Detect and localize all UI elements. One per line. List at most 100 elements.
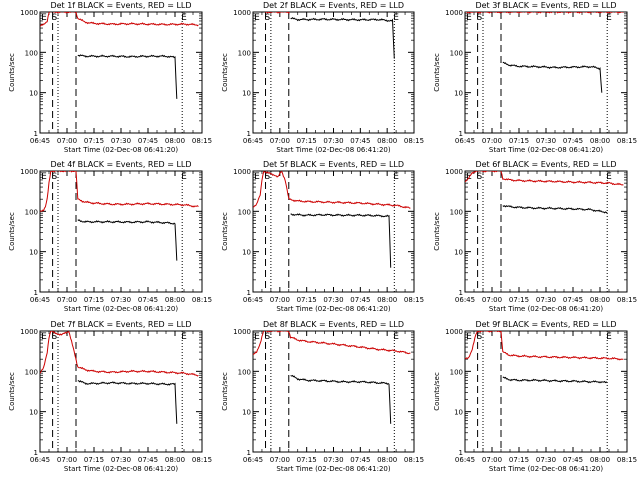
panel-det-9: Det 9f BLACK = Events, RED = LLD 1 10 100 10… xyxy=(433,320,637,473)
y-tick-label: 100 xyxy=(25,208,38,216)
y-tick-label: 10 xyxy=(454,249,463,257)
y-tick-label: 10 xyxy=(454,90,463,98)
x-tick-label: 08:00 xyxy=(165,137,185,145)
x-tick-label: 07:15 xyxy=(509,137,529,145)
x-tick-label: 07:45 xyxy=(350,137,370,145)
event-marker-label: E xyxy=(254,13,260,23)
x-tick-label: 08:15 xyxy=(617,296,637,304)
y-tick-label: 1 xyxy=(247,130,251,138)
x-tick-label: 07:15 xyxy=(297,296,317,304)
x-tick-label: 07:30 xyxy=(323,137,343,145)
y-tick-label: 1000 xyxy=(445,9,463,17)
y-tick-label: 100 xyxy=(450,208,463,216)
plot-frame xyxy=(464,170,628,293)
events-series-line xyxy=(290,16,395,59)
x-axis-label: Start Time (02-Dec-08 06:41:20) xyxy=(64,146,178,154)
y-tick-label: 1000 xyxy=(445,328,463,336)
x-tick-label: 08:15 xyxy=(192,137,212,145)
x-tick-label: 07:15 xyxy=(509,456,529,464)
event-marker-label: E xyxy=(393,332,399,342)
panel-det-8: Det 8f BLACK = Events, RED = LLD 1 10 100 10… xyxy=(221,320,424,473)
y-tick-label: 1 xyxy=(459,130,463,138)
events-series-line xyxy=(77,54,178,99)
plot-frame xyxy=(39,330,203,453)
y-tick-label: 1000 xyxy=(20,328,38,336)
x-tick-label: 08:15 xyxy=(617,137,637,145)
event-marker-label: E xyxy=(606,332,612,342)
x-tick-label: 07:30 xyxy=(111,137,131,145)
x-tick-label: 07:15 xyxy=(84,296,104,304)
y-tick-label: 1000 xyxy=(233,9,251,17)
events-series-line xyxy=(502,376,608,384)
x-tick-label: 07:30 xyxy=(536,296,556,304)
plot-frame xyxy=(252,11,415,134)
panel-det-1: Det 1f BLACK = Events, RED = LLD 1 10 100 10… xyxy=(8,1,212,154)
x-axis-label: Start Time (02-Dec-08 06:41:20) xyxy=(489,305,603,313)
panel-title: Det 1f BLACK = Events, RED = LLD xyxy=(50,1,191,10)
x-tick-label: 07:45 xyxy=(563,296,583,304)
x-tick-label: 07:00 xyxy=(57,456,77,464)
x-tick-label: 07:15 xyxy=(509,296,529,304)
x-tick-label: 06:45 xyxy=(455,137,475,145)
lld-series-line xyxy=(40,12,199,27)
y-tick-label: 100 xyxy=(450,368,463,376)
y-tick-label: 1 xyxy=(34,289,38,297)
lld-series-line xyxy=(40,171,199,212)
x-tick-label: 08:15 xyxy=(404,137,424,145)
x-tick-label: 08:15 xyxy=(617,456,637,464)
x-axis-label: Start Time (02-Dec-08 06:41:20) xyxy=(276,146,390,154)
y-tick-label: 100 xyxy=(238,368,251,376)
y-tick-label: 1 xyxy=(34,449,38,457)
x-tick-label: 07:45 xyxy=(138,456,158,464)
y-axis-label: Counts/sec xyxy=(433,53,441,92)
x-axis-label: Start Time (02-Dec-08 06:41:20) xyxy=(64,465,178,473)
x-tick-label: 08:00 xyxy=(590,456,610,464)
x-tick-label: 08:15 xyxy=(404,456,424,464)
lld-series-line xyxy=(465,12,624,14)
y-axis-label: Counts/sec xyxy=(433,372,441,411)
panel-title: Det 8f BLACK = Events, RED = LLD xyxy=(263,320,404,329)
event-marker-label: E xyxy=(181,13,187,23)
x-tick-label: 07:45 xyxy=(350,296,370,304)
y-tick-label: 1000 xyxy=(445,168,463,176)
x-tick-label: 07:00 xyxy=(482,296,502,304)
panel-title: Det 5f BLACK = Events, RED = LLD xyxy=(263,160,404,169)
x-tick-label: 06:45 xyxy=(243,296,263,304)
plot-frame xyxy=(464,330,628,453)
panel-det-7: Det 7f BLACK = Events, RED = LLD 1 10 100 10… xyxy=(8,320,212,473)
x-tick-label: 06:45 xyxy=(455,296,475,304)
y-tick-label: 10 xyxy=(242,409,251,417)
x-tick-label: 08:00 xyxy=(165,456,185,464)
y-axis-label: Counts/sec xyxy=(8,53,16,92)
y-tick-label: 10 xyxy=(29,90,38,98)
y-axis-label: Counts/sec xyxy=(433,212,441,251)
x-tick-label: 07:30 xyxy=(536,137,556,145)
x-tick-label: 07:15 xyxy=(297,137,317,145)
x-tick-label: 07:45 xyxy=(138,137,158,145)
y-tick-label: 1000 xyxy=(233,168,251,176)
event-marker-label: S xyxy=(477,172,483,182)
y-tick-label: 100 xyxy=(25,49,38,57)
panel-det-5: Det 5f BLACK = Events, RED = LLD 1 10 100 10… xyxy=(221,160,424,313)
lld-series-line xyxy=(465,331,624,361)
x-tick-label: 07:30 xyxy=(323,456,343,464)
x-tick-label: 07:45 xyxy=(563,456,583,464)
x-axis-label: Start Time (02-Dec-08 06:41:20) xyxy=(489,465,603,473)
plot-frame xyxy=(39,11,203,134)
event-marker-label: S xyxy=(477,332,483,342)
panel-title: Det 4f BLACK = Events, RED = LLD xyxy=(50,160,191,169)
lld-series-line xyxy=(264,12,290,14)
y-tick-label: 10 xyxy=(242,249,251,257)
plot-frame xyxy=(464,11,628,134)
x-axis-label: Start Time (02-Dec-08 06:41:20) xyxy=(489,146,603,154)
panel-title: Det 9f BLACK = Events, RED = LLD xyxy=(475,320,616,329)
panel-det-3: Det 3f BLACK = Events, RED = LLD 1 10 100 10… xyxy=(433,1,637,154)
y-tick-label: 1000 xyxy=(20,168,38,176)
event-marker-label: E xyxy=(181,172,187,182)
y-tick-label: 10 xyxy=(29,249,38,257)
event-marker-label: E xyxy=(41,332,47,342)
event-marker-label: E xyxy=(181,332,187,342)
event-marker-label: S xyxy=(264,13,270,23)
event-marker-label: S xyxy=(477,13,483,23)
x-tick-label: 07:30 xyxy=(111,296,131,304)
